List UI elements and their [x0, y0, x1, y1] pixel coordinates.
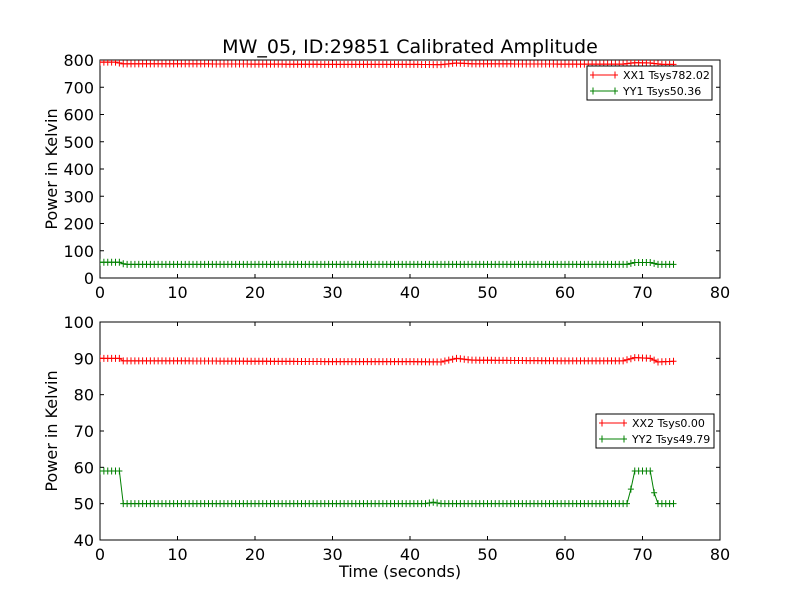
x-axis-label: Time (seconds): [338, 562, 461, 581]
series-1: [100, 354, 677, 366]
legend-label: XX1 Tsys782.02: [623, 69, 710, 82]
data-point: [651, 356, 658, 364]
y-tick-label: 500: [63, 133, 94, 152]
y-tick-label: 800: [63, 51, 94, 70]
y-tick-label: 0: [84, 269, 94, 288]
legend-marker: [590, 71, 596, 79]
legend: XX2 Tsys0.00 YY2 Tsys49.79: [595, 413, 715, 449]
x-tick-label: 80: [710, 545, 730, 564]
legend-marker: [612, 87, 618, 95]
data-point: [438, 358, 444, 366]
y-tick-label: 700: [63, 78, 94, 97]
legend-box: [595, 413, 715, 449]
x-tick-label: 20: [245, 545, 265, 564]
data-point: [449, 355, 456, 363]
subplot-1: 0 10 20 30 40 50 60 70 8001002003004005006007008…: [42, 51, 730, 302]
series-2: [100, 467, 677, 508]
legend-marker: [621, 435, 627, 443]
data-point: [620, 357, 627, 365]
subplot-2: 0 10 20 30 40 50 60 70 80 40 50 60 70 80 90 100 Power in…: [42, 313, 730, 581]
y-tick-label: 90: [74, 349, 94, 368]
x-tick-label: 40: [400, 545, 420, 564]
data-point: [647, 258, 654, 266]
x-tick-label: 0: [95, 545, 105, 564]
legend-marker: [621, 419, 627, 427]
chart-title: MW_05, ID:29851 Calibrated Amplitude: [222, 36, 598, 58]
y-tick-label: 70: [74, 422, 94, 441]
legend-marker: [599, 435, 605, 443]
data-point: [624, 260, 630, 268]
legend-label: YY1 Tsys50.36: [622, 85, 701, 98]
x-tick-label: 80: [710, 283, 730, 302]
data-point: [627, 485, 634, 493]
data-point: [422, 500, 429, 508]
x-tick-label: 30: [322, 283, 342, 302]
data-point: [120, 260, 127, 268]
data-point: [116, 258, 123, 266]
y-tick-label: 60: [74, 458, 94, 477]
data-point: [116, 60, 123, 67]
x-tick-label: 10: [167, 545, 187, 564]
data-point: [647, 354, 654, 362]
data-point: [670, 500, 677, 508]
data-point: [624, 500, 630, 508]
x-tick-label: 70: [632, 283, 652, 302]
data-point: [647, 467, 654, 475]
plot-area: [100, 354, 677, 508]
y-tick-label: 300: [63, 187, 94, 206]
y-tick-label: 80: [74, 386, 94, 405]
x-tick-label: 40: [400, 283, 420, 302]
data-point: [426, 499, 433, 507]
y-axis-label: Power in Kelvin: [42, 370, 61, 491]
data-point: [651, 489, 658, 497]
y-tick-label: 50: [74, 495, 94, 514]
legend-marker: [612, 71, 618, 79]
legend-marker: [590, 87, 596, 95]
data-point: [116, 354, 123, 362]
x-tick-label: 50: [477, 545, 497, 564]
legend-label: YY2 Tsys49.79: [631, 433, 710, 446]
data-point: [670, 260, 677, 268]
data-point: [116, 467, 123, 475]
x-tick-label: 30: [322, 545, 342, 564]
y-tick-label: 600: [63, 106, 94, 125]
data-point: [112, 60, 119, 66]
x-tick-label: 0: [95, 283, 105, 302]
x-tick-label: 10: [167, 283, 187, 302]
y-tick-label: 400: [63, 160, 94, 179]
legend: XX1 Tsys782.02 YY1 Tsys50.36: [586, 65, 713, 101]
x-tick-label: 20: [245, 283, 265, 302]
y-axis-label: Power in Kelvin: [42, 108, 61, 229]
data-point: [430, 498, 437, 506]
data-point: [627, 355, 634, 363]
data-point: [651, 259, 658, 267]
y-tick-label: 40: [74, 531, 94, 550]
legend-label: XX2 Tsys0.00: [632, 417, 705, 430]
data-point: [627, 259, 634, 267]
x-tick-label: 60: [555, 283, 575, 302]
data-point: [441, 357, 448, 365]
data-point: [624, 356, 630, 364]
series-1: [100, 60, 677, 69]
y-tick-label: 100: [63, 242, 94, 261]
y-tick-label: 100: [63, 313, 94, 332]
series-2: [100, 258, 677, 268]
y-tick-label: 200: [63, 215, 94, 234]
data-point: [434, 499, 441, 507]
legend-box: [586, 65, 713, 101]
plot-area: [100, 60, 677, 268]
x-tick-label: 50: [477, 283, 497, 302]
x-tick-label: 60: [555, 545, 575, 564]
data-point: [670, 357, 677, 365]
legend-marker: [599, 419, 605, 427]
x-tick-label: 70: [632, 545, 652, 564]
data-point: [445, 356, 452, 364]
